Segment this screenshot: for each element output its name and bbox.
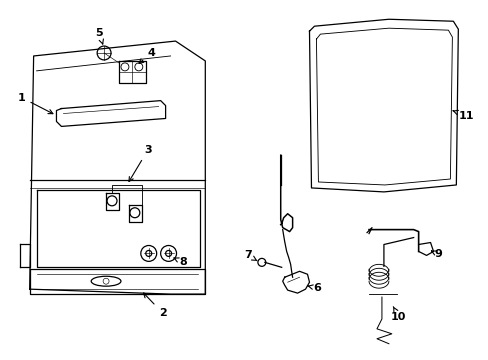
Text: 9: 9 bbox=[430, 249, 442, 260]
Text: 5: 5 bbox=[95, 28, 103, 44]
Text: 2: 2 bbox=[143, 293, 166, 318]
Text: 1: 1 bbox=[18, 93, 53, 114]
Text: 6: 6 bbox=[307, 283, 321, 293]
Text: 11: 11 bbox=[452, 111, 473, 121]
Text: 10: 10 bbox=[390, 307, 406, 322]
Text: 4: 4 bbox=[139, 48, 155, 63]
Text: 8: 8 bbox=[174, 257, 187, 267]
Text: 7: 7 bbox=[244, 251, 257, 261]
Text: 3: 3 bbox=[129, 145, 151, 181]
